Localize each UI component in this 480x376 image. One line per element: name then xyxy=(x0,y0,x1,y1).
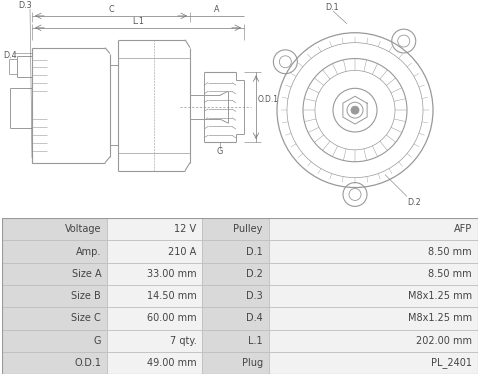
Text: A: A xyxy=(214,5,220,14)
Text: L.1: L.1 xyxy=(248,336,263,346)
Bar xyxy=(202,218,268,240)
Text: D.1: D.1 xyxy=(325,3,338,12)
Bar xyxy=(2,218,107,240)
Text: D.4: D.4 xyxy=(3,51,17,60)
Bar xyxy=(107,218,202,240)
Text: 7 qty.: 7 qty. xyxy=(169,336,196,346)
Text: L.1: L.1 xyxy=(132,17,144,26)
Text: 60.00 mm: 60.00 mm xyxy=(147,313,196,323)
Text: M8x1.25 mm: M8x1.25 mm xyxy=(408,313,472,323)
Text: D.2: D.2 xyxy=(246,269,263,279)
Text: D.2: D.2 xyxy=(407,198,421,207)
Text: D.1: D.1 xyxy=(246,247,263,256)
Bar xyxy=(2,352,107,374)
Bar xyxy=(2,329,107,352)
Text: O.D.1: O.D.1 xyxy=(74,358,101,368)
Bar xyxy=(107,352,202,374)
Bar xyxy=(268,285,478,307)
Text: G: G xyxy=(217,147,223,156)
Text: C: C xyxy=(108,5,114,14)
Text: 14.50 mm: 14.50 mm xyxy=(146,291,196,301)
Bar xyxy=(202,329,268,352)
Bar xyxy=(202,263,268,285)
Text: G: G xyxy=(94,336,101,346)
Bar xyxy=(202,352,268,374)
Text: PL_2401: PL_2401 xyxy=(431,358,472,368)
Text: Size A: Size A xyxy=(72,269,101,279)
Bar xyxy=(268,218,478,240)
Text: 33.00 mm: 33.00 mm xyxy=(147,269,196,279)
Text: O.D.1: O.D.1 xyxy=(258,95,279,104)
Bar xyxy=(2,285,107,307)
Bar xyxy=(107,285,202,307)
Text: AFP: AFP xyxy=(454,224,472,234)
Bar xyxy=(107,240,202,263)
Bar xyxy=(202,285,268,307)
Bar xyxy=(107,263,202,285)
Text: 202.00 mm: 202.00 mm xyxy=(416,336,472,346)
Text: 8.50 mm: 8.50 mm xyxy=(428,269,472,279)
Bar xyxy=(107,307,202,329)
Bar xyxy=(268,263,478,285)
Text: D.4: D.4 xyxy=(246,313,263,323)
Text: M8x1.25 mm: M8x1.25 mm xyxy=(408,291,472,301)
Text: Amp.: Amp. xyxy=(76,247,101,256)
Bar xyxy=(202,240,268,263)
Bar xyxy=(268,352,478,374)
Text: Voltage: Voltage xyxy=(65,224,101,234)
Text: Pulley: Pulley xyxy=(233,224,263,234)
Bar xyxy=(268,329,478,352)
Text: 49.00 mm: 49.00 mm xyxy=(147,358,196,368)
Text: D.3: D.3 xyxy=(246,291,263,301)
Text: 8.50 mm: 8.50 mm xyxy=(428,247,472,256)
Bar xyxy=(2,307,107,329)
Bar xyxy=(268,307,478,329)
Bar xyxy=(202,307,268,329)
Text: Plug: Plug xyxy=(242,358,263,368)
Circle shape xyxy=(351,106,359,114)
Bar xyxy=(268,240,478,263)
Text: Size B: Size B xyxy=(72,291,101,301)
Text: 210 A: 210 A xyxy=(168,247,196,256)
Text: 12 V: 12 V xyxy=(174,224,196,234)
Text: Size C: Size C xyxy=(72,313,101,323)
Bar xyxy=(107,329,202,352)
Text: D.3: D.3 xyxy=(18,2,32,11)
Bar xyxy=(2,263,107,285)
Bar xyxy=(2,240,107,263)
